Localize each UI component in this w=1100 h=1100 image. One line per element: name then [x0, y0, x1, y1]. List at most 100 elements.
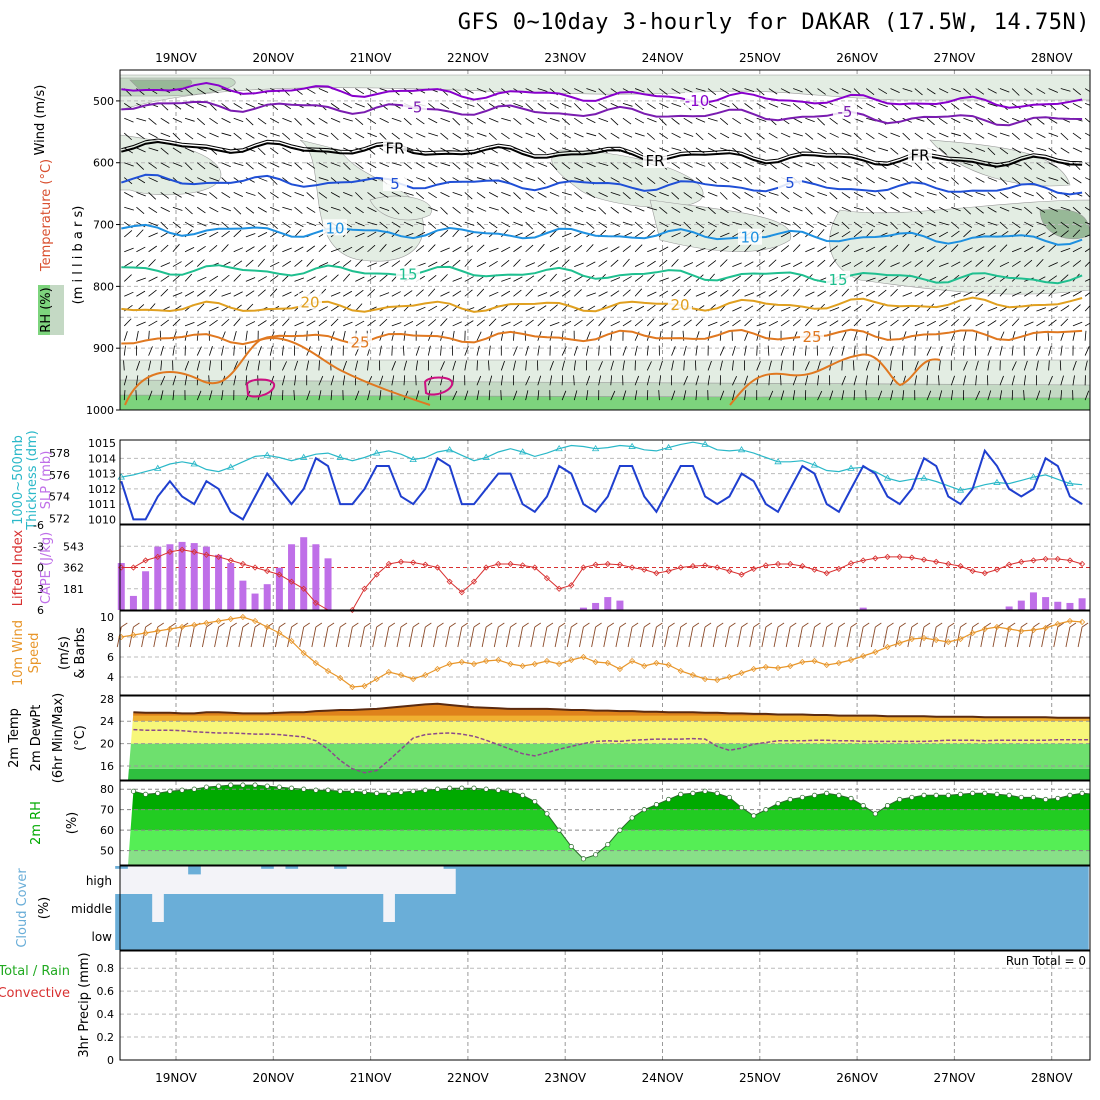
wind-barb [817, 390, 823, 401]
wind-barb [659, 259, 668, 267]
wind-barb [805, 117, 815, 123]
wind-barb [549, 273, 557, 282]
wind-barb [452, 162, 461, 170]
wind-barb [756, 260, 766, 267]
wind-barb [671, 245, 680, 253]
lifted-index-marker [1006, 561, 1013, 568]
contour-label: 25 [802, 328, 821, 346]
wind-barb [464, 360, 467, 371]
wind-barb [805, 221, 814, 228]
wind-barb [209, 345, 213, 356]
wind-barb-flag [875, 622, 882, 628]
wind-barb [1024, 221, 1034, 228]
wind-barb [683, 244, 692, 253]
lifted-index-marker [1054, 555, 1061, 563]
wind-barb [987, 221, 998, 226]
wind-barb [902, 206, 913, 211]
wind-barb [744, 147, 754, 154]
wind-barb [440, 274, 448, 282]
wind-barb-10m [761, 626, 767, 648]
wind-barb [525, 192, 534, 199]
wind-speed-marker [592, 658, 599, 666]
wind-barb [695, 192, 705, 198]
wind-barb [160, 117, 170, 124]
wind-barb [415, 206, 426, 213]
wind-speed-marker [434, 665, 441, 673]
wind-barb-10m [299, 626, 305, 648]
wind-barb [501, 206, 510, 214]
rh-marker [897, 796, 903, 802]
wind-barb [330, 345, 333, 356]
cloud-bar [601, 922, 615, 950]
wind-barb [671, 360, 674, 371]
wind-barb-10m [651, 626, 657, 648]
wind-barb [804, 375, 809, 386]
wind-barb [172, 162, 183, 167]
wind-barb [549, 103, 559, 109]
temp-band [128, 721, 1100, 744]
wind-barb [1048, 221, 1057, 230]
rh-marker [678, 791, 684, 797]
wind-barb [1072, 360, 1077, 371]
cloud-bar [540, 866, 554, 894]
wind-barb [391, 375, 395, 386]
wind-barb [1011, 345, 1014, 356]
temperature-contour [124, 337, 431, 406]
wind-barb-flag [850, 622, 858, 628]
wind-barb [598, 361, 603, 371]
rh-marker [325, 787, 331, 793]
wind-barb-flag [218, 622, 225, 628]
wind-barb [464, 132, 474, 138]
wind-barb [537, 177, 546, 185]
wind-barb [975, 277, 986, 282]
wind-barb [136, 259, 145, 267]
wind-barb [890, 288, 898, 297]
wind-barb [695, 291, 706, 297]
rh-marker [252, 782, 258, 788]
contour-label: -5 [838, 103, 853, 121]
wind-barb [659, 132, 668, 139]
contour-label: FR [385, 139, 404, 157]
wind-barb [865, 88, 875, 96]
wind-barb [683, 275, 693, 282]
wind-barb-10m [1065, 626, 1071, 648]
wind-barb [525, 206, 535, 212]
wind-barb [1060, 375, 1064, 386]
lifted-index-marker [945, 560, 952, 568]
wind-barb [1024, 246, 1034, 253]
cloud-bar [589, 894, 603, 922]
wind-speed-marker [324, 667, 332, 675]
wind-barb [209, 319, 218, 327]
wind-barb [865, 259, 875, 267]
cloud-bar [261, 866, 274, 869]
cloud-bar [869, 922, 882, 950]
ytick-label-rh: 70 [100, 804, 114, 817]
wind-barb [598, 375, 602, 386]
wind-barb [975, 390, 981, 401]
lifted-index-marker [762, 562, 769, 569]
wind-barb-flag [996, 622, 1004, 628]
wind-barb [488, 132, 497, 141]
wind-barb [440, 147, 450, 154]
wind-barb [574, 132, 584, 138]
wind-barb [853, 291, 864, 297]
wind-barb [695, 162, 706, 167]
rh-marker [520, 792, 526, 798]
wind-barb [829, 346, 834, 356]
wind-barb-flag [206, 622, 213, 628]
wind-barb [342, 162, 351, 170]
cloud-bar [784, 866, 797, 894]
wind-barb [574, 319, 583, 327]
rh-marker [811, 792, 818, 798]
wind-barb [537, 162, 548, 167]
wind-barb [294, 321, 304, 327]
wind-barb [1072, 132, 1082, 140]
wind-barb [817, 147, 827, 153]
wind-barb [829, 390, 834, 401]
panel-bg-slp [120, 440, 1090, 524]
wind-barb-flag [145, 622, 152, 628]
wind-barb [865, 177, 875, 184]
wind-barb [768, 259, 777, 267]
wind-barb [293, 390, 295, 401]
wind-barb [318, 390, 322, 401]
